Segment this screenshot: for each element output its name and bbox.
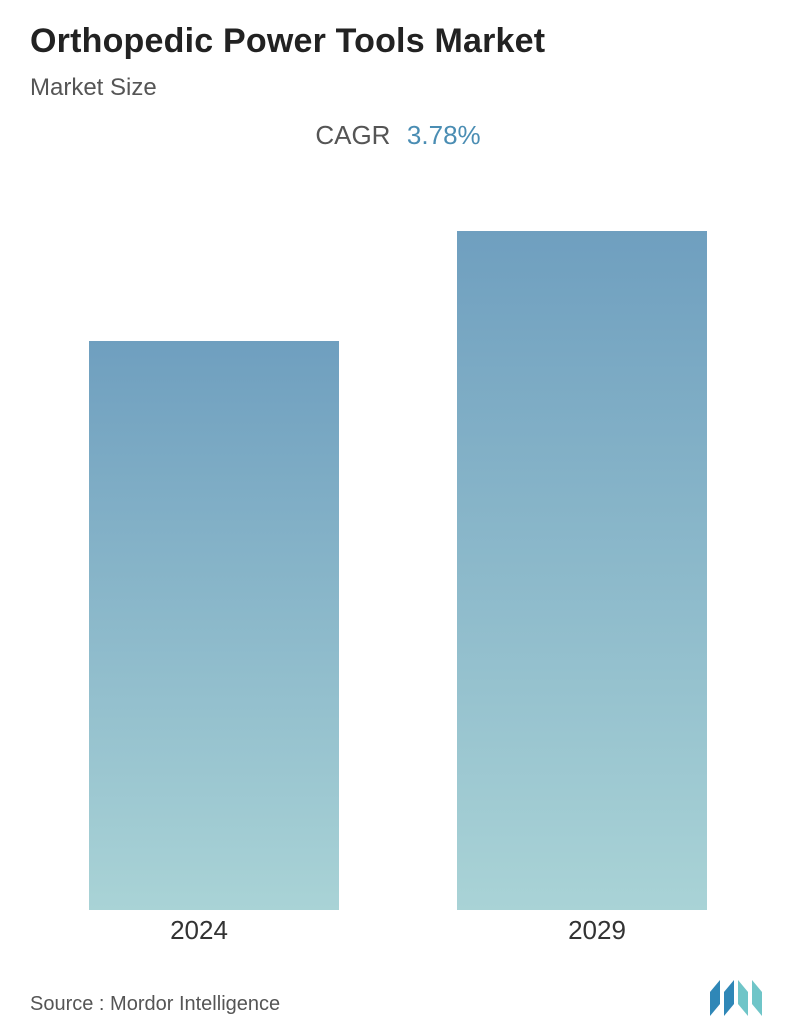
bar-0 bbox=[89, 341, 339, 910]
bar-slot-0 bbox=[30, 180, 398, 910]
logo-bars-icon bbox=[710, 980, 762, 1016]
source-text: Source : Mordor Intelligence bbox=[30, 993, 280, 1016]
chart-subtitle: Market Size bbox=[30, 74, 157, 102]
cagr-label: CAGR bbox=[315, 120, 390, 151]
x-axis: 2024 2029 bbox=[0, 915, 796, 955]
page-root: Orthopedic Power Tools Market Market Siz… bbox=[0, 0, 796, 1034]
x-label-1: 2029 bbox=[398, 915, 796, 955]
brand-logo-icon bbox=[710, 980, 766, 1018]
chart-title: Orthopedic Power Tools Market bbox=[30, 22, 545, 61]
cagr-row: CAGR 3.78% bbox=[0, 120, 796, 151]
bars-container bbox=[30, 180, 766, 910]
bar-slot-1 bbox=[398, 180, 766, 910]
x-label-0: 2024 bbox=[0, 915, 398, 955]
bar-1 bbox=[457, 231, 707, 910]
chart-area bbox=[30, 180, 766, 910]
cagr-value: 3.78% bbox=[407, 120, 481, 151]
